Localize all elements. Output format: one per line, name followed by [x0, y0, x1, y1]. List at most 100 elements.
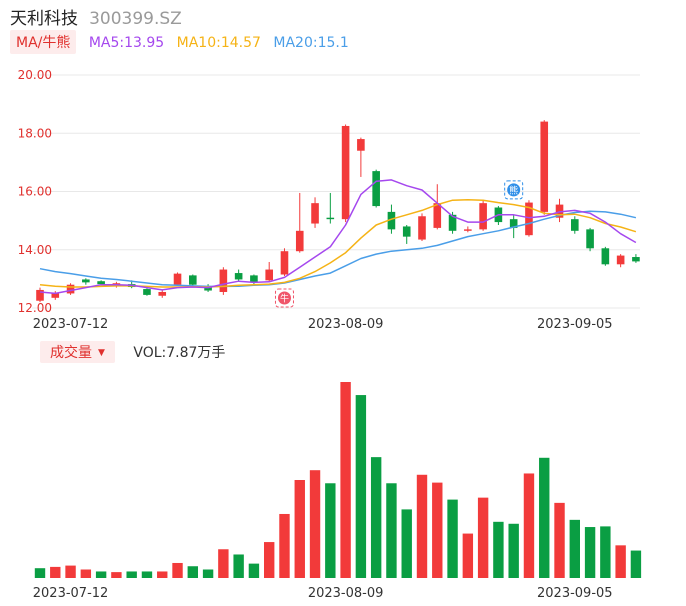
- volume-bar: [157, 571, 168, 578]
- candle-body: [295, 230, 304, 252]
- bull-signal-icon-frame: [274, 288, 294, 308]
- volume-bar: [111, 572, 122, 578]
- candle: [341, 124, 350, 223]
- volume-bar: [462, 533, 474, 578]
- candle-body: [616, 255, 625, 265]
- candle: [82, 278, 90, 285]
- candle-body: [509, 219, 518, 228]
- candle: [280, 248, 289, 276]
- volume-bar: [493, 521, 504, 578]
- date-tick-label: 2023-07-12: [33, 317, 109, 332]
- candle: [540, 120, 549, 215]
- date-tick-label: 2023-08-09: [308, 586, 384, 601]
- candle-body: [173, 273, 182, 285]
- candle: [586, 227, 594, 252]
- candle-body: [601, 248, 610, 265]
- candle: [143, 288, 151, 296]
- candle: [571, 216, 579, 234]
- candle: [326, 192, 335, 224]
- candle-body: [82, 279, 90, 283]
- candle-body: [219, 269, 228, 292]
- candle: [158, 289, 167, 298]
- candle: [601, 246, 610, 266]
- price-axis-labels: 20.00 18.00 16.00 14.00 12.00: [18, 68, 52, 315]
- volume-bar: [50, 566, 61, 578]
- stock-name: 天利科技: [10, 9, 78, 29]
- candle: [66, 283, 75, 295]
- volume-bar: [34, 568, 46, 578]
- bear-signal-icon[interactable]: 熊: [504, 180, 524, 200]
- candle: [311, 197, 319, 228]
- candle-body: [372, 171, 380, 207]
- candle-body: [464, 229, 472, 231]
- volume-bar: [508, 523, 519, 578]
- volume-bar: [248, 563, 260, 578]
- ma-toggle-button[interactable]: MA/牛熊: [10, 30, 77, 54]
- volume-bar: [309, 470, 321, 578]
- volume-bar: [386, 483, 397, 578]
- signal-markers: 牛熊: [274, 180, 524, 308]
- ma5-line: [39, 179, 637, 295]
- volume-bar: [172, 562, 183, 578]
- candle-body: [265, 269, 273, 281]
- bull-signal-icon[interactable]: 牛: [274, 288, 294, 308]
- volume-toggle-label: 成交量: [50, 345, 92, 361]
- ma-legend: MA/牛熊 MA5:13.95 MA10:14.57 MA20:15.1: [10, 30, 349, 54]
- date-tick-label: 2023-07-12: [33, 586, 109, 601]
- candle: [51, 291, 60, 300]
- volume-bar: [80, 569, 92, 578]
- date-tick-label: 2023-09-05: [537, 586, 613, 601]
- price-tick-label: 12.00: [18, 301, 52, 315]
- candle-body: [387, 211, 396, 230]
- volume-bar: [202, 569, 214, 578]
- bear-signal-icon-frame: [504, 180, 524, 200]
- candle: [295, 192, 304, 253]
- candle: [219, 267, 228, 295]
- price-tick-label: 20.00: [18, 68, 52, 82]
- candle-body: [66, 284, 75, 294]
- volume-bar: [523, 473, 535, 578]
- ma10-line: [39, 198, 637, 288]
- candle: [555, 198, 564, 223]
- moving-average-lines: [39, 179, 637, 295]
- volume-bar: [416, 474, 428, 578]
- candle-body: [479, 203, 487, 230]
- candle: [479, 200, 487, 231]
- volume-bar: [370, 457, 382, 578]
- volume-bar: [126, 571, 137, 578]
- price-tick-label: 16.00: [18, 185, 52, 199]
- bear-signal-icon-text: 熊: [509, 184, 518, 196]
- bull-signal-icon-badge: [277, 291, 291, 305]
- volume-bar: [355, 395, 367, 578]
- ma20-label: MA20:15.1: [273, 35, 349, 51]
- candle: [234, 269, 243, 282]
- stock-header: 天利科技 300399.SZ: [10, 4, 182, 29]
- candle-body: [433, 203, 442, 228]
- candle-body: [97, 281, 105, 285]
- volume-bar: [279, 513, 290, 578]
- candle-body: [234, 273, 243, 280]
- volume-bar: [600, 526, 611, 578]
- volume-bar: [325, 483, 336, 578]
- candle-body: [250, 275, 258, 283]
- candle: [433, 184, 442, 230]
- price-gridlines: [32, 74, 640, 309]
- volume-bar: [615, 545, 626, 578]
- bear-signal-icon-badge: [507, 183, 521, 197]
- volume-bar: [294, 480, 305, 578]
- date-tick-label: 2023-09-05: [537, 317, 613, 332]
- volume-toggle-button[interactable]: 成交量 ▼: [40, 341, 115, 363]
- chevron-down-icon: ▼: [98, 348, 105, 358]
- candle-body: [341, 125, 350, 220]
- candle-body: [525, 202, 533, 236]
- price-date-axis: 2023-07-12 2023-08-09 2023-09-05: [33, 317, 613, 332]
- candle-body: [448, 214, 457, 231]
- volume-bar: [554, 502, 565, 578]
- candle-body: [311, 203, 319, 224]
- candle-body: [571, 219, 579, 231]
- candle: [632, 254, 640, 263]
- candle-body: [280, 251, 289, 275]
- bull-signal-icon-text: 牛: [280, 292, 289, 304]
- candle-body: [357, 139, 365, 151]
